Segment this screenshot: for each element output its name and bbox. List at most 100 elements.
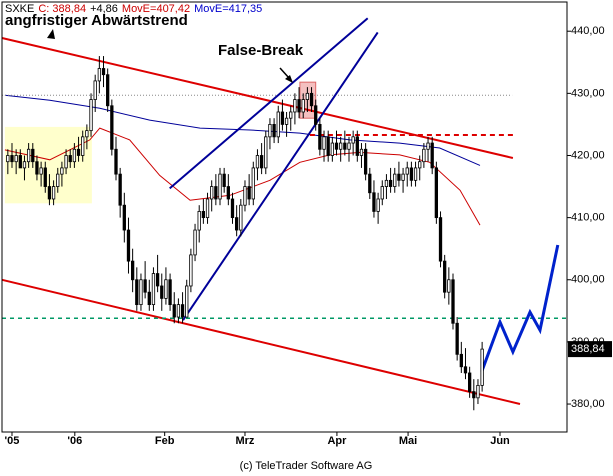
x-tick-label: Mai <box>399 435 417 447</box>
candle-body <box>160 285 164 299</box>
candle-body <box>443 260 447 293</box>
candle-body <box>401 173 405 181</box>
candle-body <box>68 155 72 163</box>
candle-body <box>122 204 126 231</box>
candle-body <box>239 204 243 231</box>
candle-body <box>226 186 230 200</box>
candle-body <box>130 260 135 281</box>
candle-body <box>39 167 43 175</box>
candle-body <box>318 124 322 150</box>
candle-body <box>81 136 85 156</box>
candle-body <box>14 155 18 163</box>
candle-body <box>205 198 210 219</box>
candle-body <box>284 117 289 125</box>
candle-body <box>214 186 218 200</box>
line <box>480 244 560 373</box>
footer: (c) TeleTrader Software AG <box>240 460 373 472</box>
candle-body <box>85 130 89 138</box>
arrow <box>285 75 293 83</box>
y-tick-label: 400,00 <box>571 274 605 286</box>
candle-body <box>210 186 214 200</box>
candle-body <box>409 167 414 181</box>
candle-body <box>301 99 305 113</box>
candle-body <box>147 291 151 306</box>
price-box <box>568 341 612 358</box>
candle-body <box>126 229 131 262</box>
candle-body <box>18 155 22 169</box>
arrow <box>47 29 55 39</box>
candle-body <box>47 186 52 200</box>
candle-body <box>426 142 430 150</box>
plot-frame <box>1 1 568 433</box>
candle-body <box>476 384 480 399</box>
candle-body <box>101 68 106 76</box>
candle-body <box>418 161 422 169</box>
header-part: MovE=407,42 <box>122 3 190 15</box>
candle-body <box>322 136 326 150</box>
x-tick-label: '05 <box>5 435 20 447</box>
candle-body <box>459 353 463 368</box>
candle-body <box>268 124 272 138</box>
candle-body <box>64 155 68 169</box>
candle-body <box>264 136 268 169</box>
candle-body <box>314 105 318 125</box>
x-tick-label: Feb <box>155 435 175 447</box>
candle-body <box>193 229 197 256</box>
x-tick-label: Jun <box>490 435 510 447</box>
candle-body <box>343 142 347 150</box>
candle-body <box>197 211 201 231</box>
header-part: MovE=417,35 <box>194 3 262 15</box>
price-label: 388,84 <box>571 343 605 355</box>
line <box>4 94 481 166</box>
candle-body <box>26 148 31 163</box>
candle-body <box>438 217 443 262</box>
candle-body <box>247 186 251 200</box>
y-tick-label: 420,00 <box>571 149 605 161</box>
candle-body <box>168 279 172 306</box>
candle-body <box>251 167 255 200</box>
candle-body <box>218 173 222 200</box>
candle-body <box>467 372 472 393</box>
header-part: C: 388,84 <box>38 3 86 15</box>
candle-body <box>259 155 264 169</box>
candle-body <box>201 211 206 219</box>
candle-body <box>164 279 168 299</box>
y-tick-label: 440,00 <box>571 25 605 37</box>
candle-body <box>276 111 280 138</box>
candle-body <box>289 111 293 119</box>
candle-body <box>155 273 160 287</box>
line <box>1 278 521 405</box>
line <box>169 17 369 190</box>
candle-body <box>293 99 297 113</box>
candle-body <box>434 167 439 219</box>
candle-body <box>89 99 93 132</box>
candle-body <box>359 148 364 156</box>
candle-body <box>235 217 239 231</box>
candle-body <box>380 186 384 200</box>
candle-body <box>363 148 368 175</box>
candle-body <box>280 111 285 125</box>
line <box>182 31 379 321</box>
candle-body <box>388 179 393 187</box>
candle-body <box>330 142 334 156</box>
header-part: +4,86 <box>90 3 118 15</box>
candle-body <box>413 167 418 181</box>
candle-body <box>51 186 56 200</box>
candle-body <box>255 155 260 169</box>
candle-body <box>172 304 176 318</box>
header: SXKE C: 388,84 +4,86 MovE=407,42 MovE=417,35 <box>5 3 262 15</box>
x-tick-label: Mrz <box>235 435 254 447</box>
candle-body <box>6 155 10 163</box>
candle-body <box>180 304 185 318</box>
candle-body <box>189 254 193 287</box>
candle-body <box>110 105 114 150</box>
candle-body <box>151 273 156 306</box>
candle-body <box>185 285 189 318</box>
candle-body <box>297 99 301 113</box>
candle-body <box>472 391 476 399</box>
candle-body <box>351 136 355 144</box>
candle-body <box>22 161 27 169</box>
